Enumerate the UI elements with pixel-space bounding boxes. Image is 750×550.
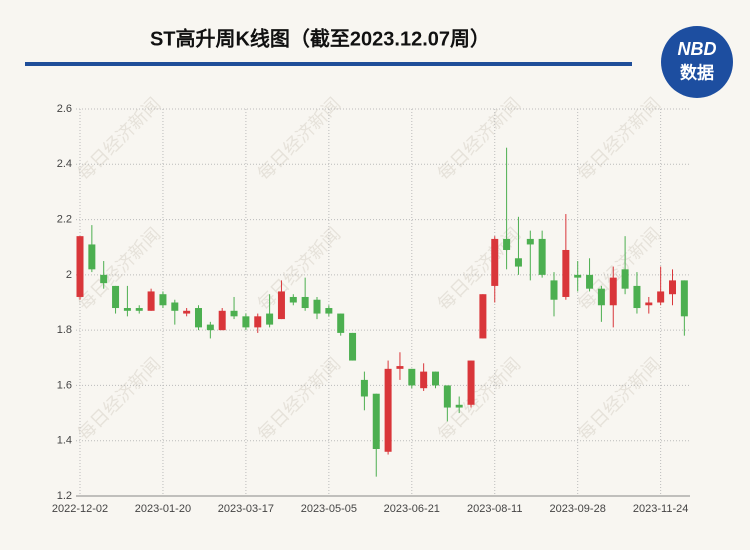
- y-tick-label: 2.2: [57, 213, 72, 225]
- candle-body: [76, 236, 84, 297]
- candle-body: [550, 280, 558, 300]
- candle-body: [432, 371, 439, 386]
- y-tick-label: 1.8: [57, 324, 72, 336]
- candle-body: [183, 310, 191, 314]
- y-tick-label: 2.4: [57, 158, 72, 170]
- candle-body: [135, 308, 143, 311]
- candle-body: [420, 371, 428, 389]
- chart-title: ST高升周K线图（截至2023.12.07周）: [150, 26, 490, 50]
- candle-body: [503, 238, 511, 250]
- candle-body: [123, 308, 131, 311]
- candle-body: [242, 316, 250, 328]
- candle-body: [408, 368, 416, 386]
- candle-body: [112, 285, 120, 309]
- candle-body: [360, 379, 368, 397]
- candle-body: [147, 291, 155, 311]
- y-tick-label: 2.6: [57, 103, 72, 115]
- candle-body: [479, 294, 487, 339]
- y-tick-label: 2: [66, 269, 72, 281]
- y-tick-label: 1.4: [57, 435, 72, 447]
- candle-body: [159, 294, 167, 306]
- candle-body: [633, 285, 641, 309]
- candle-body: [254, 316, 262, 328]
- candle-body: [325, 308, 333, 314]
- candle-body: [657, 291, 665, 303]
- plot-area: 1.2 1.4 1.6 1.8 2 2.2 2.4 2.6 2022-12-02 2023-01-…: [52, 103, 690, 515]
- y-tick-label: 1.6: [57, 379, 72, 391]
- x-tick-label: 2023-01-20: [135, 503, 191, 515]
- candle-body: [443, 385, 451, 408]
- x-tick-label: 2023-09-28: [550, 503, 606, 515]
- candle-body: [455, 404, 463, 408]
- candle-body: [277, 291, 285, 320]
- candle-body: [313, 299, 321, 314]
- x-tick-label: 2023-06-21: [384, 503, 440, 515]
- candle-body: [218, 310, 226, 331]
- candle-body: [266, 313, 274, 325]
- logo-top: NBD: [678, 39, 717, 59]
- candle-body: [384, 368, 392, 452]
- candle-body: [301, 296, 309, 309]
- x-tick-label: 2023-03-17: [218, 503, 274, 515]
- candle-body: [396, 366, 404, 369]
- candle-body: [230, 310, 238, 317]
- candle-body: [206, 324, 214, 331]
- title-rule: [25, 62, 632, 66]
- logo-bottom: 数据: [680, 62, 714, 82]
- candle-body: [645, 302, 653, 306]
- candle-body: [574, 274, 582, 278]
- candle-body: [100, 274, 108, 284]
- candle-body: [526, 238, 534, 245]
- candle-body: [337, 313, 345, 333]
- candle-body: [88, 244, 96, 270]
- candle-body: [349, 332, 357, 361]
- candle-body: [597, 288, 605, 306]
- candle-body: [491, 238, 499, 286]
- candle-body: [538, 238, 546, 275]
- candle-body: [609, 277, 617, 306]
- x-tick-label: 2023-08-11: [467, 503, 522, 515]
- logo-badge: [661, 26, 733, 98]
- x-tick-label: 2023-05-05: [301, 503, 357, 515]
- candle-body: [562, 249, 570, 297]
- candle-body: [467, 360, 475, 405]
- candle-body: [586, 274, 594, 289]
- candle-body: [514, 258, 522, 267]
- y-tick-label: 1.2: [57, 490, 72, 502]
- candle-body: [669, 280, 676, 295]
- candle-body: [372, 393, 380, 450]
- candle-body: [621, 269, 629, 289]
- candle-body: [289, 296, 297, 303]
- x-tick-label: 2023-11-24: [633, 503, 688, 515]
- candle-body: [171, 302, 179, 311]
- candle-body: [195, 308, 202, 328]
- x-tick-label: 2022-12-02: [52, 503, 108, 515]
- candle-body: [680, 280, 688, 317]
